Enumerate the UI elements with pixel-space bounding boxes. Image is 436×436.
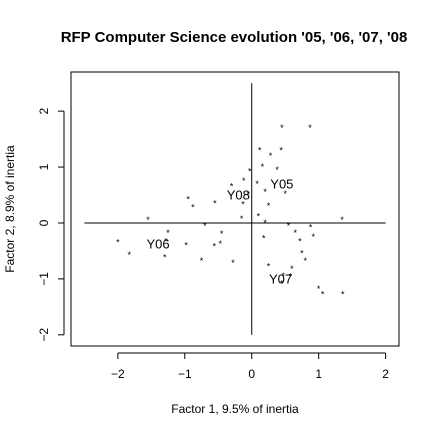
data-point: *	[262, 234, 266, 244]
reference-lines	[84, 83, 386, 335]
data-point: *	[220, 229, 224, 239]
data-point: *	[255, 179, 259, 189]
y-tick-label: −2	[37, 328, 51, 342]
y-tick-label: 0	[37, 219, 51, 226]
data-point: *	[279, 145, 283, 155]
data-point: *	[293, 228, 297, 238]
data-point: *	[231, 258, 235, 268]
x-tick-label: 2	[382, 367, 389, 381]
data-point: *	[200, 256, 204, 266]
data-point: *	[247, 190, 251, 200]
data-point: *	[289, 272, 293, 282]
y-tick-label: −1	[37, 272, 51, 286]
data-point: *	[242, 176, 246, 186]
data-point: *	[321, 290, 325, 300]
data-point: *	[240, 214, 244, 224]
data-point: *	[163, 253, 167, 263]
data-point: *	[263, 218, 267, 228]
data-point: *	[267, 201, 271, 211]
data-point: *	[164, 236, 168, 246]
data-point: *	[241, 200, 245, 210]
data-point: *	[287, 221, 291, 231]
data-point: *	[257, 211, 261, 221]
data-point: *	[280, 278, 284, 288]
data-point: *	[186, 194, 190, 204]
year-label-y07: Y07	[269, 271, 292, 286]
data-point: *	[340, 215, 344, 225]
x-axis: −2 −1 0 1 2	[111, 352, 389, 381]
data-point: *	[191, 202, 195, 212]
data-points: * ***** **** *** *** * * ** ** *** * *** * ** *** ** ** *…	[116, 123, 345, 300]
x-tick-label: 0	[248, 367, 255, 381]
data-point: *	[341, 290, 345, 300]
data-point: *	[300, 249, 304, 259]
data-point: *	[309, 222, 313, 232]
y-axis: −2 −1 0 1 2	[37, 107, 65, 342]
data-point: *	[275, 165, 279, 175]
data-point: *	[184, 240, 188, 250]
y-tick-label: 2	[37, 107, 51, 114]
data-point: *	[283, 189, 287, 199]
data-point: *	[219, 239, 223, 249]
data-point: *	[290, 264, 294, 274]
data-point: *	[116, 238, 120, 248]
year-label-y05: Y05	[270, 176, 293, 191]
data-point: *	[203, 221, 207, 231]
data-point: *	[212, 241, 216, 251]
data-point: *	[213, 198, 217, 208]
chart-title: RFP Computer Science evolution '05, '06,…	[61, 29, 408, 46]
data-point: *	[269, 151, 273, 161]
data-point: *	[267, 262, 271, 272]
x-axis-label: Factor 1, 9.5% of inertia	[171, 402, 299, 416]
data-point: *	[280, 123, 284, 133]
data-point: *	[312, 232, 316, 242]
data-point: *	[304, 256, 308, 266]
y-tick-label: 1	[37, 163, 51, 170]
data-point: *	[281, 271, 285, 281]
data-point: *	[230, 182, 234, 192]
data-point: *	[298, 236, 302, 246]
plot-frame	[70, 71, 400, 347]
data-point: *	[261, 162, 265, 172]
data-point: *	[317, 284, 321, 294]
year-annotations: Y05 Y06 Y07 Y08	[146, 176, 293, 286]
data-point: *	[248, 167, 252, 177]
x-tick-label: 1	[315, 367, 322, 381]
data-point: *	[166, 228, 170, 238]
y-axis-label: Factor 2, 8.9% of inertia	[3, 145, 17, 273]
data-point: *	[146, 215, 150, 225]
data-point: *	[258, 145, 262, 155]
x-tick-label: −1	[178, 367, 192, 381]
data-point: *	[127, 250, 131, 260]
year-label-y06: Y06	[146, 237, 169, 252]
x-tick-label: −2	[111, 367, 125, 381]
data-point: *	[263, 187, 267, 197]
data-point: *	[308, 123, 312, 133]
year-label-y08: Y08	[227, 188, 250, 203]
